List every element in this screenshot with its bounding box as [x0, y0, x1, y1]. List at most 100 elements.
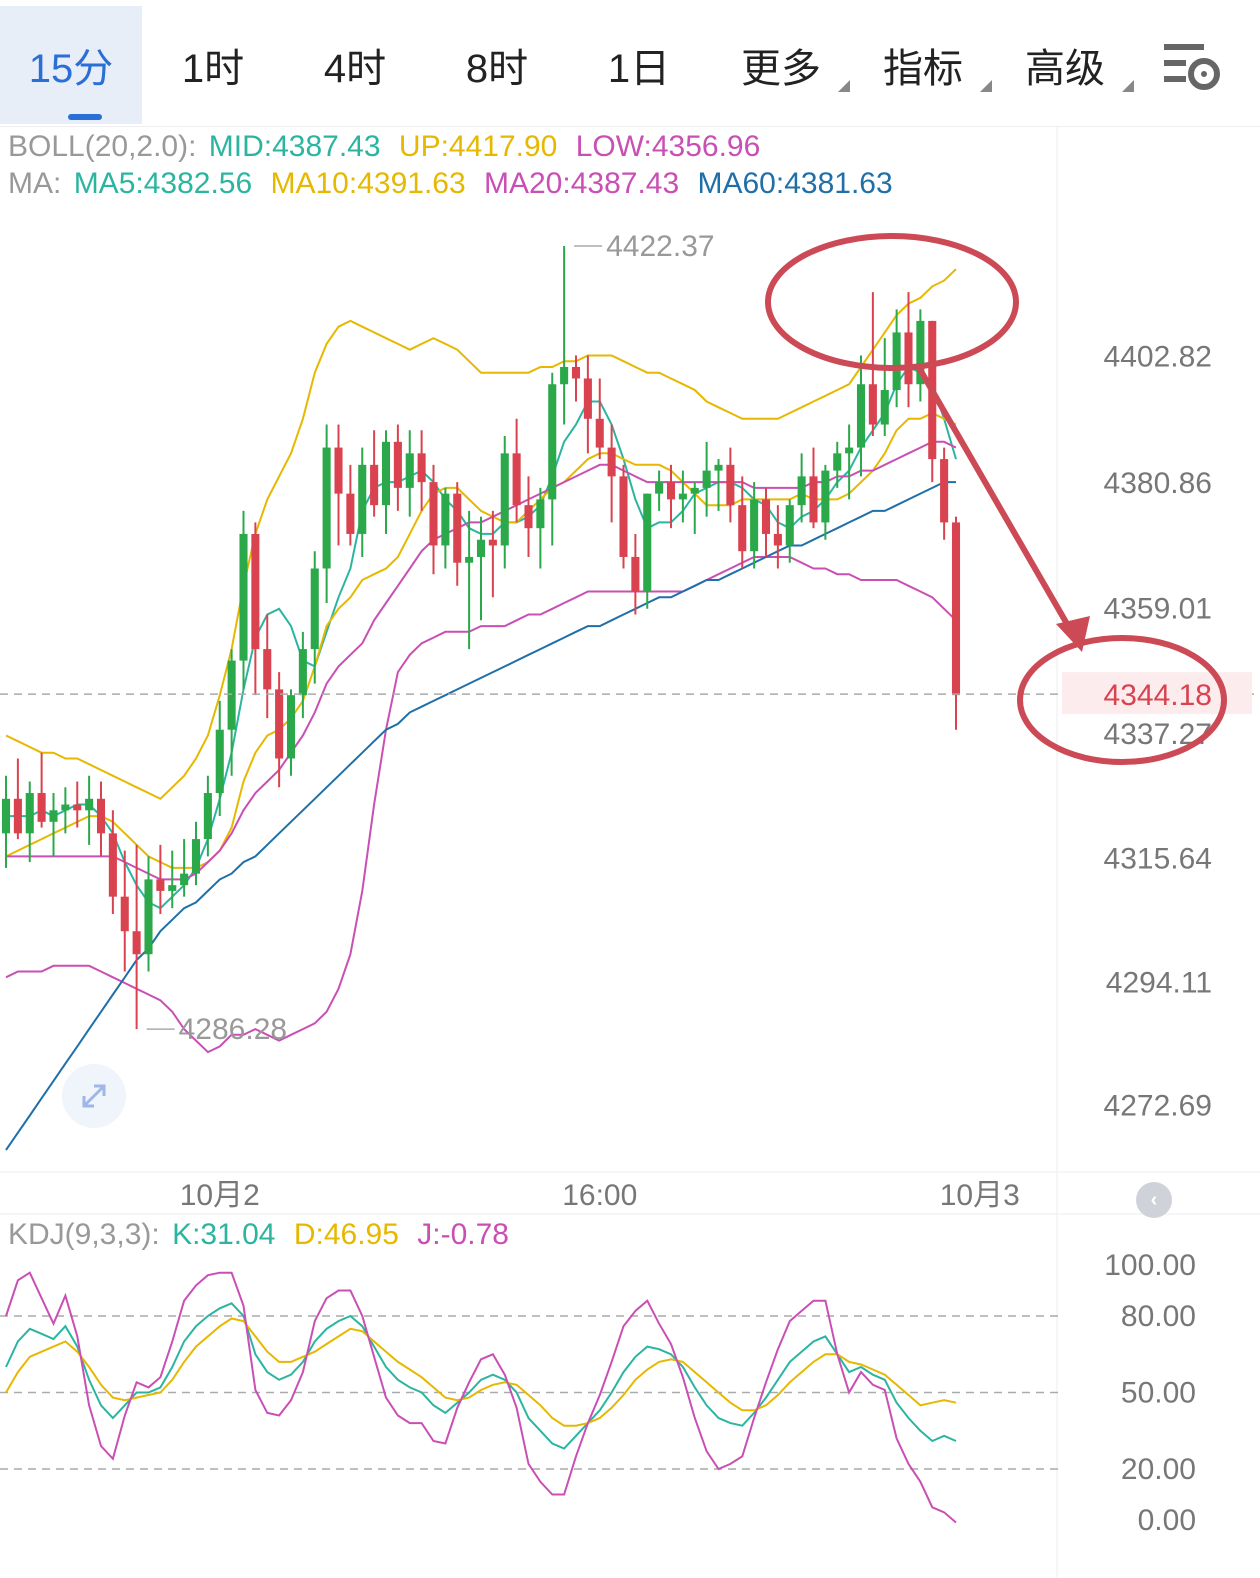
candle-body: [583, 378, 592, 419]
candle: [916, 309, 925, 402]
time-tick-label: 16:00: [562, 1179, 637, 1212]
candle-body: [833, 453, 842, 471]
ma-name: MA:: [8, 167, 62, 200]
candle-body: [738, 505, 747, 552]
candle: [583, 355, 592, 454]
candle-body: [144, 879, 153, 955]
candle: [678, 470, 687, 523]
tab-indicators[interactable]: 指标: [852, 6, 994, 124]
candle-body: [417, 453, 426, 483]
price-chart[interactable]: 4344.18 4402.824380.864359.014337.274315…: [0, 126, 1260, 1578]
candlesticks: [1, 246, 961, 1030]
candle: [334, 424, 343, 546]
candle: [833, 441, 842, 488]
candle: [85, 775, 94, 845]
dropdown-arrow-icon: [980, 80, 992, 92]
candle: [381, 430, 391, 534]
candle-body: [536, 499, 545, 529]
kdj-line-d: [5, 1317, 957, 1427]
candle: [180, 839, 189, 897]
candle-body: [750, 499, 759, 552]
chart-settings-icon[interactable]: [1160, 36, 1222, 98]
candle: [536, 487, 545, 569]
candle: [524, 476, 533, 557]
candle: [441, 487, 450, 569]
kdj-indicator: 100.00 80.00 50.00 20.00 0.00: [0, 1249, 1196, 1537]
candle: [726, 447, 735, 523]
candle-body: [215, 729, 224, 794]
candle-body: [643, 493, 652, 592]
candle: [263, 614, 272, 719]
tab-label: 更多: [741, 47, 821, 91]
candle: [476, 516, 486, 621]
tab-1d[interactable]: 1日: [568, 6, 710, 124]
tab-label: 8时: [465, 47, 529, 91]
candle-body: [785, 505, 794, 546]
kdj-line-k: [5, 1302, 957, 1450]
candle-body: [631, 556, 640, 592]
candle-body: [13, 798, 22, 834]
candle: [429, 464, 438, 575]
high-price-label: 4422.37: [606, 230, 714, 263]
candle-body: [346, 493, 355, 534]
candle-body: [797, 476, 806, 506]
kline-toggle-icon: ‹: [1150, 1188, 1158, 1211]
candle-body: [773, 533, 782, 546]
candle-body: [298, 649, 307, 696]
kline-toggle-button[interactable]: ‹: [1136, 1182, 1172, 1218]
candle: [1, 775, 11, 868]
kdj-j: J:-0.78: [417, 1218, 509, 1251]
candle: [773, 505, 782, 569]
candle: [738, 476, 747, 569]
kdj-k: K:31.04: [172, 1218, 276, 1251]
candle-body: [156, 879, 165, 891]
candle: [49, 793, 58, 857]
series-line-up: [5, 268, 957, 801]
tab-8h[interactable]: 8时: [426, 6, 568, 124]
time-tick-label: 10月2: [180, 1179, 260, 1212]
candle-body: [607, 447, 616, 477]
candle-body: [678, 493, 687, 500]
tab-15min[interactable]: 15分: [0, 6, 142, 124]
ma60-value: MA60:4381.63: [697, 167, 893, 200]
boll-legend: BOLL(20,2.0): MID:4387.43 UP:4417.90 LOW…: [8, 130, 770, 164]
tab-1h[interactable]: 1时: [142, 6, 284, 124]
candle: [761, 487, 771, 557]
current-price-label: 4344.18: [1104, 679, 1212, 712]
candle-body: [761, 499, 771, 534]
candle-body: [61, 804, 70, 811]
tab-4h[interactable]: 4时: [284, 6, 426, 124]
annotation-arrow-line: [915, 364, 1077, 638]
price-tick-label: 4315.64: [1104, 842, 1212, 875]
candle-body: [714, 464, 723, 471]
candle: [286, 689, 296, 776]
candle-body: [548, 384, 557, 500]
candle-body: [619, 476, 628, 557]
candle: [13, 758, 22, 840]
candle-body: [571, 366, 581, 379]
tab-advanced[interactable]: 高级: [994, 6, 1136, 124]
candle: [512, 418, 521, 523]
candle: [275, 672, 284, 788]
candle: [215, 700, 224, 817]
expand-button[interactable]: [62, 1064, 126, 1128]
active-tab-indicator: [68, 114, 102, 120]
low-price-label: 4286.28: [179, 1013, 287, 1046]
boll-name: BOLL(20,2.0):: [8, 130, 197, 163]
hand-drawn-annotations: [765, 233, 1227, 765]
candle-body: [655, 482, 664, 494]
price-tick-label: 4272.69: [1104, 1090, 1212, 1123]
candle: [595, 378, 604, 460]
candle-body: [892, 332, 901, 390]
candle-body: [25, 793, 34, 834]
tab-more[interactable]: 更多: [710, 6, 852, 124]
candle-body: [405, 453, 414, 488]
current-price-line: 4344.18: [0, 672, 1260, 715]
candle: [203, 775, 212, 857]
price-tick-label: 4402.82: [1104, 340, 1212, 373]
candle: [619, 464, 628, 569]
candle-body: [880, 390, 889, 425]
candle: [310, 551, 319, 684]
boll-mid: MID:4387.43: [208, 130, 381, 163]
top-annotation-circle: [765, 233, 1019, 371]
